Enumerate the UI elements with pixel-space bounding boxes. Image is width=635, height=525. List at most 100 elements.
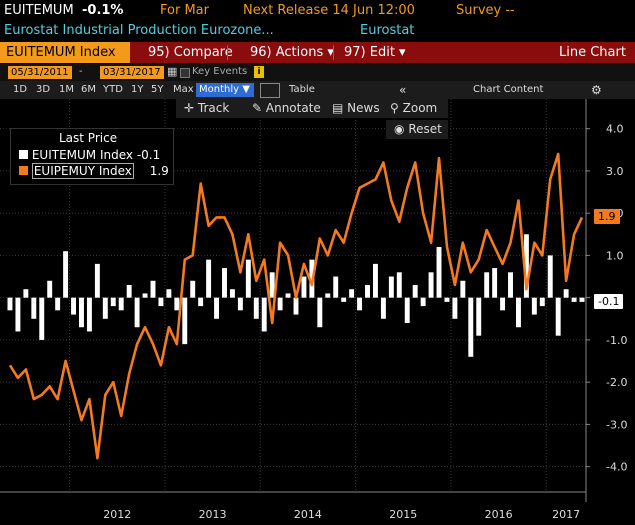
date-range-bar: 05/31/2011 - 03/31/2017 ▦ Key Events i bbox=[0, 64, 635, 81]
x-axis: 2012 2013 2014 2015 2016 2017 bbox=[103, 508, 580, 521]
bar bbox=[444, 297, 450, 302]
y-tick-label: 3.0 bbox=[606, 165, 624, 178]
news-label: News bbox=[347, 101, 380, 115]
range-3d[interactable]: 3D bbox=[36, 84, 51, 95]
legend-label-mom: EUITEMUM Index bbox=[31, 148, 133, 162]
toolbar: EUITEMUM Index 95) Compare 96) Actions ▾… bbox=[0, 42, 635, 63]
survey: Survey -- bbox=[456, 3, 515, 18]
bar bbox=[571, 297, 577, 302]
calendar-icon[interactable]: ▦ bbox=[167, 65, 178, 78]
range-1y[interactable]: 1Y bbox=[131, 84, 144, 95]
end-date-field[interactable]: 03/31/2017 bbox=[100, 66, 164, 79]
bar bbox=[79, 297, 84, 328]
news-button[interactable]: ▤ News bbox=[332, 101, 380, 115]
range-6m[interactable]: 6M bbox=[81, 84, 96, 95]
last-value: -0.1% bbox=[82, 3, 124, 18]
track-button[interactable]: ✛ Track bbox=[184, 101, 229, 115]
bar bbox=[388, 276, 394, 298]
bar bbox=[222, 268, 227, 298]
chart-content-button[interactable]: Chart Content bbox=[473, 84, 544, 95]
last-tag-yoy: 1.9 bbox=[594, 209, 620, 225]
compare-button[interactable]: 95) Compare bbox=[148, 45, 233, 60]
zoom-button[interactable]: ⚲ Zoom bbox=[390, 101, 437, 115]
bar bbox=[341, 297, 347, 302]
reset-label: Reset bbox=[408, 122, 442, 136]
bar bbox=[333, 276, 339, 298]
y-tick-label: -2.0 bbox=[606, 376, 627, 389]
crosshair-icon: ✛ bbox=[184, 101, 195, 115]
bar bbox=[86, 297, 92, 332]
range-1m[interactable]: 1M bbox=[59, 84, 74, 95]
last-tag-mom: -0.1 bbox=[594, 293, 624, 309]
bar bbox=[301, 276, 307, 298]
description-bar: Eurostat Industrial Production Eurozone.… bbox=[0, 22, 635, 42]
bar bbox=[500, 297, 506, 311]
bar bbox=[404, 297, 410, 324]
legend: Last Price EUITEMUM Index -0.1 EUIPEMUY … bbox=[10, 128, 174, 185]
actions-button[interactable]: 96) Actions ▾ bbox=[250, 45, 334, 60]
line-chart-icon[interactable] bbox=[260, 83, 280, 98]
bar bbox=[436, 246, 442, 298]
bar bbox=[55, 297, 61, 311]
bar bbox=[420, 297, 426, 307]
reset-button[interactable]: ◉ Reset bbox=[386, 120, 448, 139]
bar bbox=[428, 272, 434, 298]
bar bbox=[325, 293, 331, 298]
bar bbox=[372, 263, 378, 298]
range-5y[interactable]: 5Y bbox=[151, 84, 164, 95]
bar bbox=[23, 289, 29, 298]
range-1d[interactable]: 1D bbox=[13, 84, 28, 95]
checkbox-icon[interactable] bbox=[180, 68, 190, 78]
security-field[interactable]: EUITEMUM Index bbox=[0, 42, 130, 63]
source: Eurostat bbox=[360, 23, 415, 38]
bar bbox=[150, 280, 156, 298]
bar bbox=[468, 297, 474, 357]
bar bbox=[102, 297, 108, 319]
bar bbox=[508, 272, 513, 298]
gear-icon[interactable]: ⚙ bbox=[591, 83, 602, 97]
description: Eurostat Industrial Production Eurozone.… bbox=[4, 23, 274, 38]
bar bbox=[531, 297, 537, 315]
bar bbox=[547, 255, 553, 298]
y-tick-label: 1.0 bbox=[606, 249, 624, 262]
bar bbox=[7, 297, 13, 311]
bar bbox=[174, 297, 180, 311]
bar bbox=[412, 284, 418, 298]
bar bbox=[126, 284, 132, 298]
bar bbox=[476, 297, 482, 336]
range-max[interactable]: Max bbox=[173, 84, 194, 95]
legend-swatch-yoy bbox=[19, 166, 28, 175]
bar bbox=[523, 234, 529, 298]
legend-title: Last Price bbox=[59, 131, 118, 145]
bar bbox=[555, 297, 561, 336]
bar bbox=[206, 259, 212, 298]
collapse-icon[interactable]: « bbox=[399, 83, 407, 97]
edit-button[interactable]: 97) Edit ▾ bbox=[344, 45, 406, 60]
bar bbox=[182, 297, 188, 345]
legend-entry-yoy[interactable]: EUIPEMUY Index 1.9 bbox=[19, 163, 169, 179]
search-icon: ⚲ bbox=[390, 101, 399, 115]
bar bbox=[166, 289, 172, 298]
bar bbox=[110, 297, 116, 307]
annotate-button[interactable]: ✎ Annotate bbox=[252, 101, 321, 115]
table-button[interactable]: Table bbox=[289, 84, 315, 95]
y-tick-label: -3.0 bbox=[606, 418, 627, 431]
frequency-dropdown[interactable]: Monthly ▼ bbox=[196, 83, 254, 97]
chart-type-label[interactable]: Line Chart bbox=[559, 45, 626, 60]
info-icon[interactable]: i bbox=[254, 66, 264, 78]
date-separator: - bbox=[79, 66, 83, 77]
bar bbox=[63, 251, 69, 298]
bar bbox=[190, 280, 196, 298]
x-tick-label: 2016 bbox=[485, 508, 513, 521]
x-tick-label: 2014 bbox=[294, 508, 322, 521]
bar bbox=[15, 297, 21, 332]
bar bbox=[269, 272, 275, 298]
bar bbox=[134, 297, 140, 328]
range-ytd[interactable]: YTD bbox=[103, 84, 123, 95]
start-date-field[interactable]: 05/31/2011 bbox=[8, 66, 72, 79]
bar bbox=[277, 297, 283, 311]
bar bbox=[229, 289, 235, 298]
legend-entry-mom[interactable]: EUITEMUM Index -0.1 bbox=[19, 148, 160, 162]
y-tick-label: 4.0 bbox=[606, 123, 624, 136]
bar bbox=[71, 297, 76, 315]
